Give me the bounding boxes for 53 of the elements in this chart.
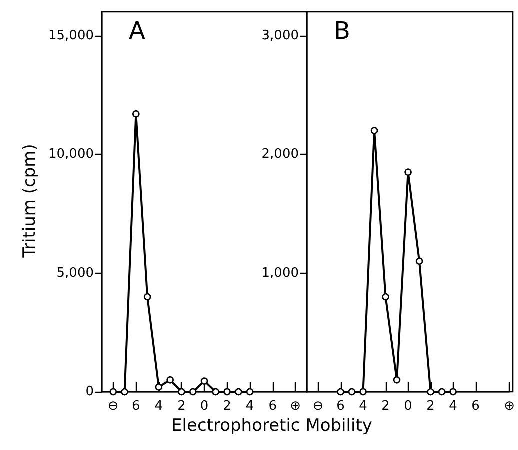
point	[438, 388, 446, 396]
point	[132, 110, 140, 118]
point	[427, 388, 434, 396]
x-tick-label: 0	[200, 399, 209, 414]
x-tick-label: ⊕	[504, 399, 516, 414]
y-tick-label: 0	[86, 384, 94, 400]
x-tick-label: 6	[336, 399, 345, 414]
point	[348, 388, 356, 396]
x-tick-label: 4	[449, 399, 458, 414]
point	[121, 388, 128, 396]
x-tick-label: 0	[404, 399, 412, 414]
x-tick-label: 2	[426, 399, 435, 414]
point	[224, 388, 231, 396]
x-tick-label: 6	[268, 399, 277, 414]
x-tick-label: ⊖	[312, 399, 324, 414]
y-tick-label: 15,000	[48, 28, 94, 44]
y-tick-label: 3,000	[262, 28, 299, 44]
x-tick-label: 4	[359, 399, 368, 414]
x-tick-label: 2	[382, 399, 390, 414]
point	[235, 388, 242, 396]
point	[360, 388, 367, 396]
point	[404, 168, 412, 176]
point	[189, 388, 197, 396]
x-axis-title: Electrophoretic Mobility	[172, 416, 372, 436]
point	[110, 388, 118, 396]
y-axis-title: Tritium (cpm)	[20, 144, 40, 258]
x-tick-label: ⊖	[108, 399, 119, 414]
x-tick-label: 6	[132, 399, 140, 414]
y-tick-label: 1,000	[262, 266, 299, 281]
point	[450, 388, 457, 396]
chart-title: B	[334, 17, 350, 45]
x-tick-label: 4	[246, 399, 254, 414]
point	[382, 293, 390, 301]
y-tick-label: 10,000	[48, 147, 94, 162]
point	[416, 258, 424, 266]
chart-title: A	[129, 17, 146, 45]
x-tick-label: ⊕	[290, 399, 302, 414]
x-tick-label: 4	[154, 399, 164, 414]
point	[144, 293, 152, 301]
point	[200, 378, 208, 385]
x-tick-label: 6	[472, 399, 480, 414]
point	[337, 388, 344, 396]
point	[246, 388, 254, 396]
point	[370, 127, 378, 134]
point	[393, 376, 401, 384]
point	[178, 388, 186, 396]
point	[166, 376, 174, 384]
point	[212, 388, 220, 396]
y-tick-label: 2,000	[262, 147, 299, 162]
y-tick-label: 5,000	[56, 266, 94, 281]
x-tick-label: 2	[223, 399, 232, 414]
point	[155, 384, 163, 391]
x-tick-label: 2	[178, 399, 186, 414]
